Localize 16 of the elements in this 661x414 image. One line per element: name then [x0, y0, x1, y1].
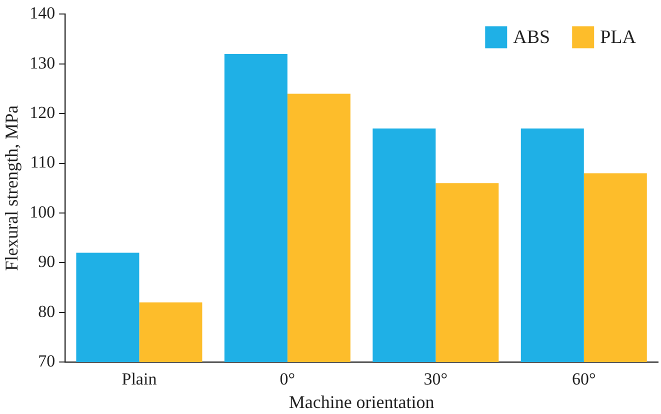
- y-tick-label: 130: [30, 53, 56, 72]
- legend-label: PLA: [600, 27, 636, 48]
- x-tick-label: 30°: [424, 370, 448, 389]
- y-axis-title: Flexural strength, MPa: [2, 105, 22, 271]
- x-axis-title: Machine orientation: [288, 392, 434, 412]
- y-tick-label: 90: [38, 252, 56, 272]
- x-tick-label: Plain: [122, 370, 158, 389]
- y-tick-label: 100: [30, 202, 56, 222]
- y-tick-label: 80: [38, 302, 56, 321]
- x-tick-label: 60°: [572, 370, 596, 389]
- x-tick-label: 0°: [280, 370, 296, 389]
- y-tick-label: 110: [30, 152, 56, 172]
- y-tick-label: 140: [30, 4, 56, 23]
- y-tick-label: 70: [38, 351, 56, 370]
- y-tick-label: 120: [30, 103, 56, 122]
- legend-label: ABS: [513, 27, 550, 48]
